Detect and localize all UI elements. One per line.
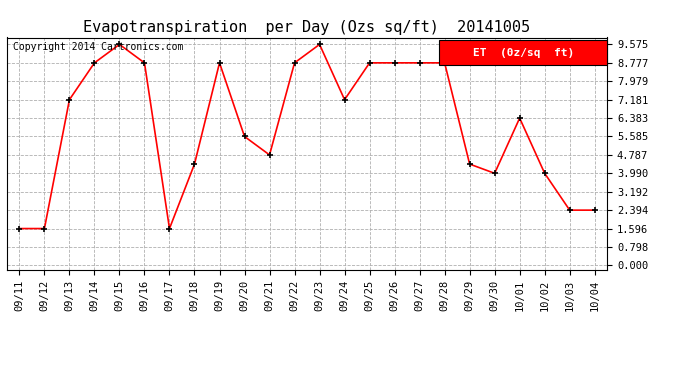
- Title: Evapotranspiration  per Day (Ozs sq/ft)  20141005: Evapotranspiration per Day (Ozs sq/ft) 2…: [83, 20, 531, 35]
- Text: Copyright 2014 Cartronics.com: Copyright 2014 Cartronics.com: [13, 42, 184, 52]
- FancyBboxPatch shape: [439, 40, 607, 65]
- Text: ET  (0z/sq  ft): ET (0z/sq ft): [473, 48, 574, 58]
